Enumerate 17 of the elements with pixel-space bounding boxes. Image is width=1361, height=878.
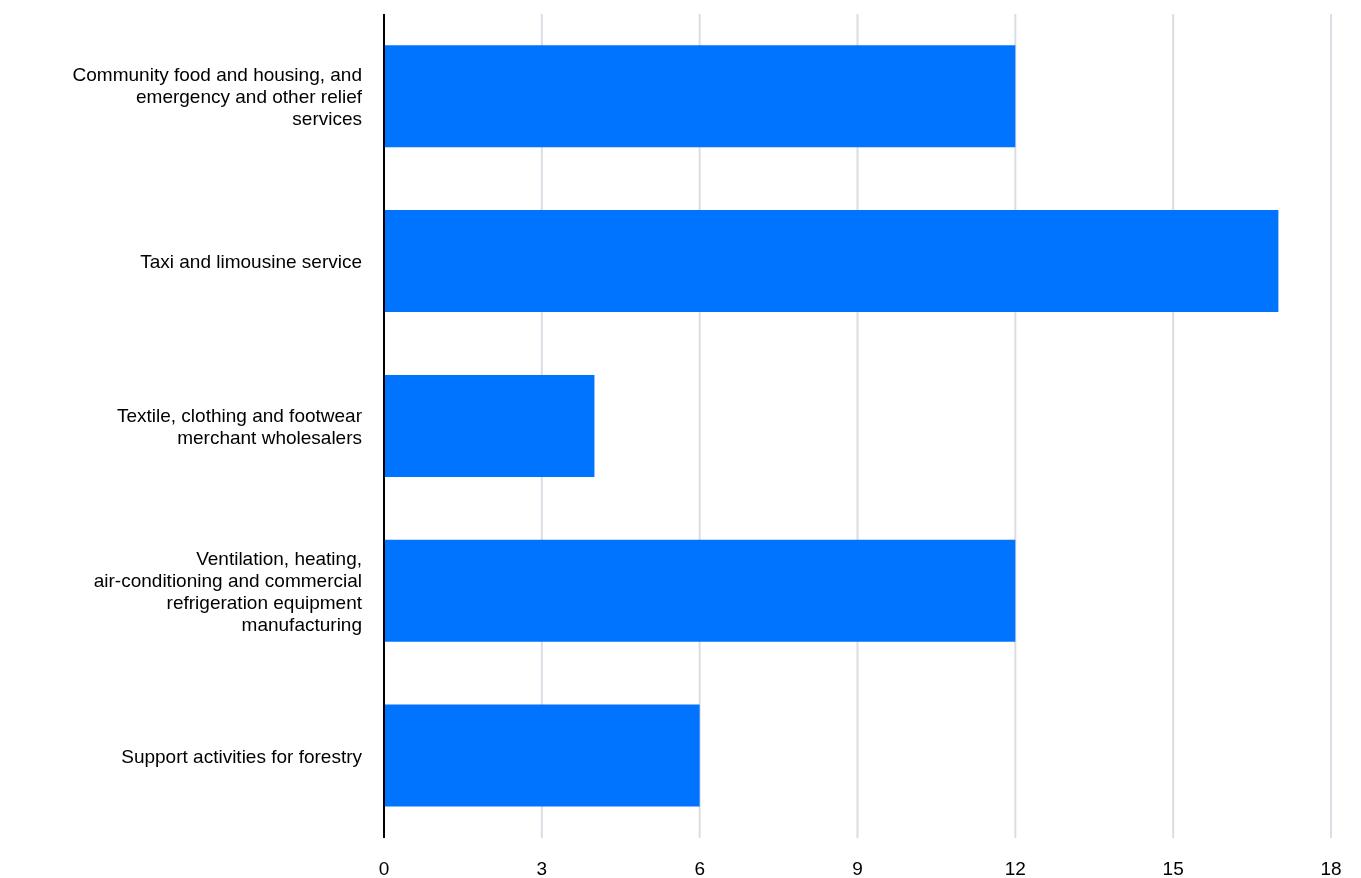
x-tick-label: 15 xyxy=(1162,858,1184,878)
bar xyxy=(384,539,1016,642)
bar xyxy=(384,45,1016,148)
x-tick-label: 9 xyxy=(852,858,863,878)
bar xyxy=(384,704,700,807)
x-tick-label: 12 xyxy=(1004,858,1026,878)
x-tick-label: 6 xyxy=(694,858,705,878)
y-tick-label: Taxi and limousine service xyxy=(140,250,362,272)
x-tick-label: 18 xyxy=(1320,858,1342,878)
y-tick-label: Ventilation, heating, air-conditioning and commercial refrigeration equipment manufacturing xyxy=(93,547,363,635)
y-tick-label: Community food and housing, and emergency and other relief services xyxy=(72,63,363,129)
bar xyxy=(384,374,595,477)
bar xyxy=(384,210,1279,313)
y-tick-label: Support activities for forestry xyxy=(121,745,363,767)
x-tick-label: 3 xyxy=(536,858,548,878)
y-tick-label: Textile, clothing and footwear merchant wholesalers xyxy=(116,404,363,448)
x-tick-label: 0 xyxy=(378,858,390,878)
